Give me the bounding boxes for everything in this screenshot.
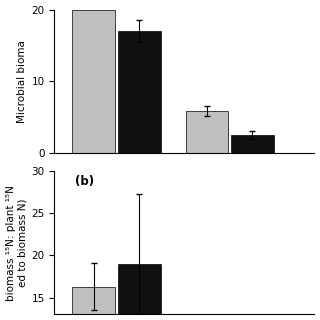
Bar (72, 287, 116, 320)
Bar (118, 264, 161, 320)
Bar (118, 31, 161, 153)
Y-axis label: Microbial bioma: Microbial bioma (17, 40, 27, 123)
Y-axis label: biomass ¹⁵N: plant ¹⁵N
ed to biomass N): biomass ¹⁵N: plant ¹⁵N ed to biomass N) (5, 185, 27, 301)
Text: (b): (b) (75, 175, 94, 188)
Bar (231, 135, 274, 153)
Bar (72, 10, 116, 153)
Bar (186, 111, 228, 153)
